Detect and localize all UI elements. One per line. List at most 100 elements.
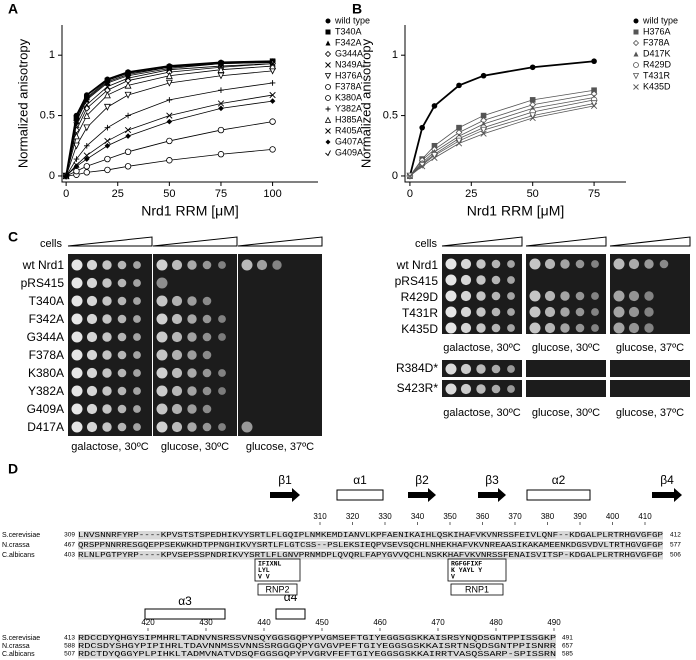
yeast-spot bbox=[218, 387, 226, 395]
yeast-spot bbox=[102, 332, 112, 342]
yeast-spot bbox=[102, 386, 112, 396]
marker bbox=[104, 155, 111, 163]
yeast-spot bbox=[644, 291, 654, 301]
condition-label: galactose, 30ºC bbox=[443, 342, 520, 354]
marker bbox=[269, 146, 276, 153]
marker bbox=[73, 163, 80, 170]
yeast-spot bbox=[117, 422, 127, 432]
yeast-spot bbox=[460, 306, 472, 318]
ruler-label: 370 bbox=[508, 512, 522, 521]
marker bbox=[165, 72, 173, 79]
yeast-spot bbox=[71, 259, 83, 271]
ruler-label: 330 bbox=[378, 512, 392, 521]
fit-curve bbox=[409, 93, 595, 177]
yeast-spot bbox=[476, 259, 486, 269]
plate-image bbox=[526, 360, 606, 377]
motif-box bbox=[254, 558, 301, 582]
yeast-spot bbox=[187, 422, 197, 432]
yeast-spot bbox=[133, 387, 141, 395]
yeast-spot bbox=[86, 403, 98, 415]
marker bbox=[633, 18, 639, 24]
marker bbox=[431, 103, 438, 109]
plate-image bbox=[526, 380, 606, 397]
yeast-spot bbox=[445, 322, 457, 334]
marker bbox=[325, 18, 331, 24]
marker bbox=[269, 59, 276, 66]
yeast-spot bbox=[117, 296, 127, 306]
marker bbox=[73, 132, 80, 140]
ruler-label: 350 bbox=[443, 512, 457, 521]
marker bbox=[324, 50, 332, 58]
strain-label: F342A bbox=[29, 312, 64, 326]
yeast-spot bbox=[476, 307, 486, 317]
marker bbox=[124, 163, 132, 170]
yeast-spot bbox=[71, 295, 83, 307]
condition-label: glucose, 30ºC bbox=[161, 441, 229, 453]
yeast-spot bbox=[491, 275, 501, 285]
yeast-spot bbox=[133, 423, 141, 431]
yeast-spot bbox=[560, 307, 570, 317]
consensus: IFIXNL bbox=[258, 561, 282, 568]
marker bbox=[83, 124, 91, 132]
yeast-spot bbox=[171, 421, 183, 433]
yeast-spot bbox=[460, 274, 472, 286]
yeast-spot bbox=[591, 292, 599, 300]
legend-label: G407A bbox=[335, 136, 363, 146]
ruler-label: 410 bbox=[638, 512, 652, 521]
yeast-spot bbox=[445, 290, 457, 302]
yeast-spot bbox=[476, 384, 486, 394]
marker bbox=[83, 152, 90, 159]
marker bbox=[104, 142, 111, 149]
species-label: C.albicans bbox=[2, 552, 35, 559]
plate-image bbox=[610, 360, 690, 377]
sequence: RDCTDYQGGYPLPIHKLTADMVNATVDSQFGGSGQPYPVG… bbox=[78, 651, 556, 659]
yeast-spot bbox=[218, 261, 226, 269]
yeast-spot bbox=[187, 260, 197, 270]
marker bbox=[456, 124, 462, 131]
yeast-spot bbox=[560, 323, 570, 333]
yeast-spot bbox=[156, 403, 168, 415]
y-axis-label: Normalized anisotropy bbox=[358, 38, 373, 168]
species-label: S.cerevisiae bbox=[2, 532, 40, 539]
yeast-spot bbox=[544, 258, 556, 270]
sequence-shading bbox=[78, 642, 556, 651]
marker bbox=[73, 156, 80, 162]
yeast-spot bbox=[202, 404, 212, 414]
yeast-spot bbox=[71, 331, 83, 343]
yeast-spot bbox=[491, 259, 501, 269]
start-number: 309 bbox=[64, 532, 75, 539]
marker bbox=[125, 112, 131, 119]
strain-label: R384D* bbox=[396, 361, 438, 375]
yeast-spot bbox=[445, 363, 457, 375]
yeast-spot bbox=[133, 351, 141, 359]
marker bbox=[632, 73, 640, 80]
ruler-label: 360 bbox=[476, 512, 490, 521]
yeast-spot bbox=[171, 367, 183, 379]
yeast-spot bbox=[86, 259, 98, 271]
yeast-spot bbox=[591, 324, 599, 332]
marker bbox=[325, 150, 331, 157]
marker bbox=[269, 62, 277, 70]
yeast-spot bbox=[529, 258, 541, 270]
condition-label: glucose, 37ºC bbox=[246, 441, 314, 453]
marker bbox=[166, 112, 173, 119]
legend-label: F378A bbox=[335, 81, 362, 91]
ruler-label: 400 bbox=[606, 512, 620, 521]
y-tick-label: 1 bbox=[49, 49, 55, 61]
yeast-spot bbox=[560, 259, 570, 269]
yeast-spot bbox=[102, 314, 112, 324]
legend-label: H385A bbox=[335, 114, 363, 124]
yeast-spot bbox=[476, 323, 486, 333]
yeast-spot bbox=[544, 322, 556, 334]
yeast-spot bbox=[171, 259, 183, 271]
fit-curve bbox=[65, 82, 273, 177]
yeast-spot bbox=[117, 260, 127, 270]
consensus: LYL bbox=[258, 567, 270, 574]
start-number: 467 bbox=[64, 542, 75, 549]
marker bbox=[166, 118, 173, 125]
y-tick-label: 1 bbox=[392, 49, 398, 61]
yeast-spot bbox=[171, 385, 183, 397]
legend-label: R429D bbox=[643, 59, 672, 69]
motif-label-box bbox=[257, 583, 298, 596]
